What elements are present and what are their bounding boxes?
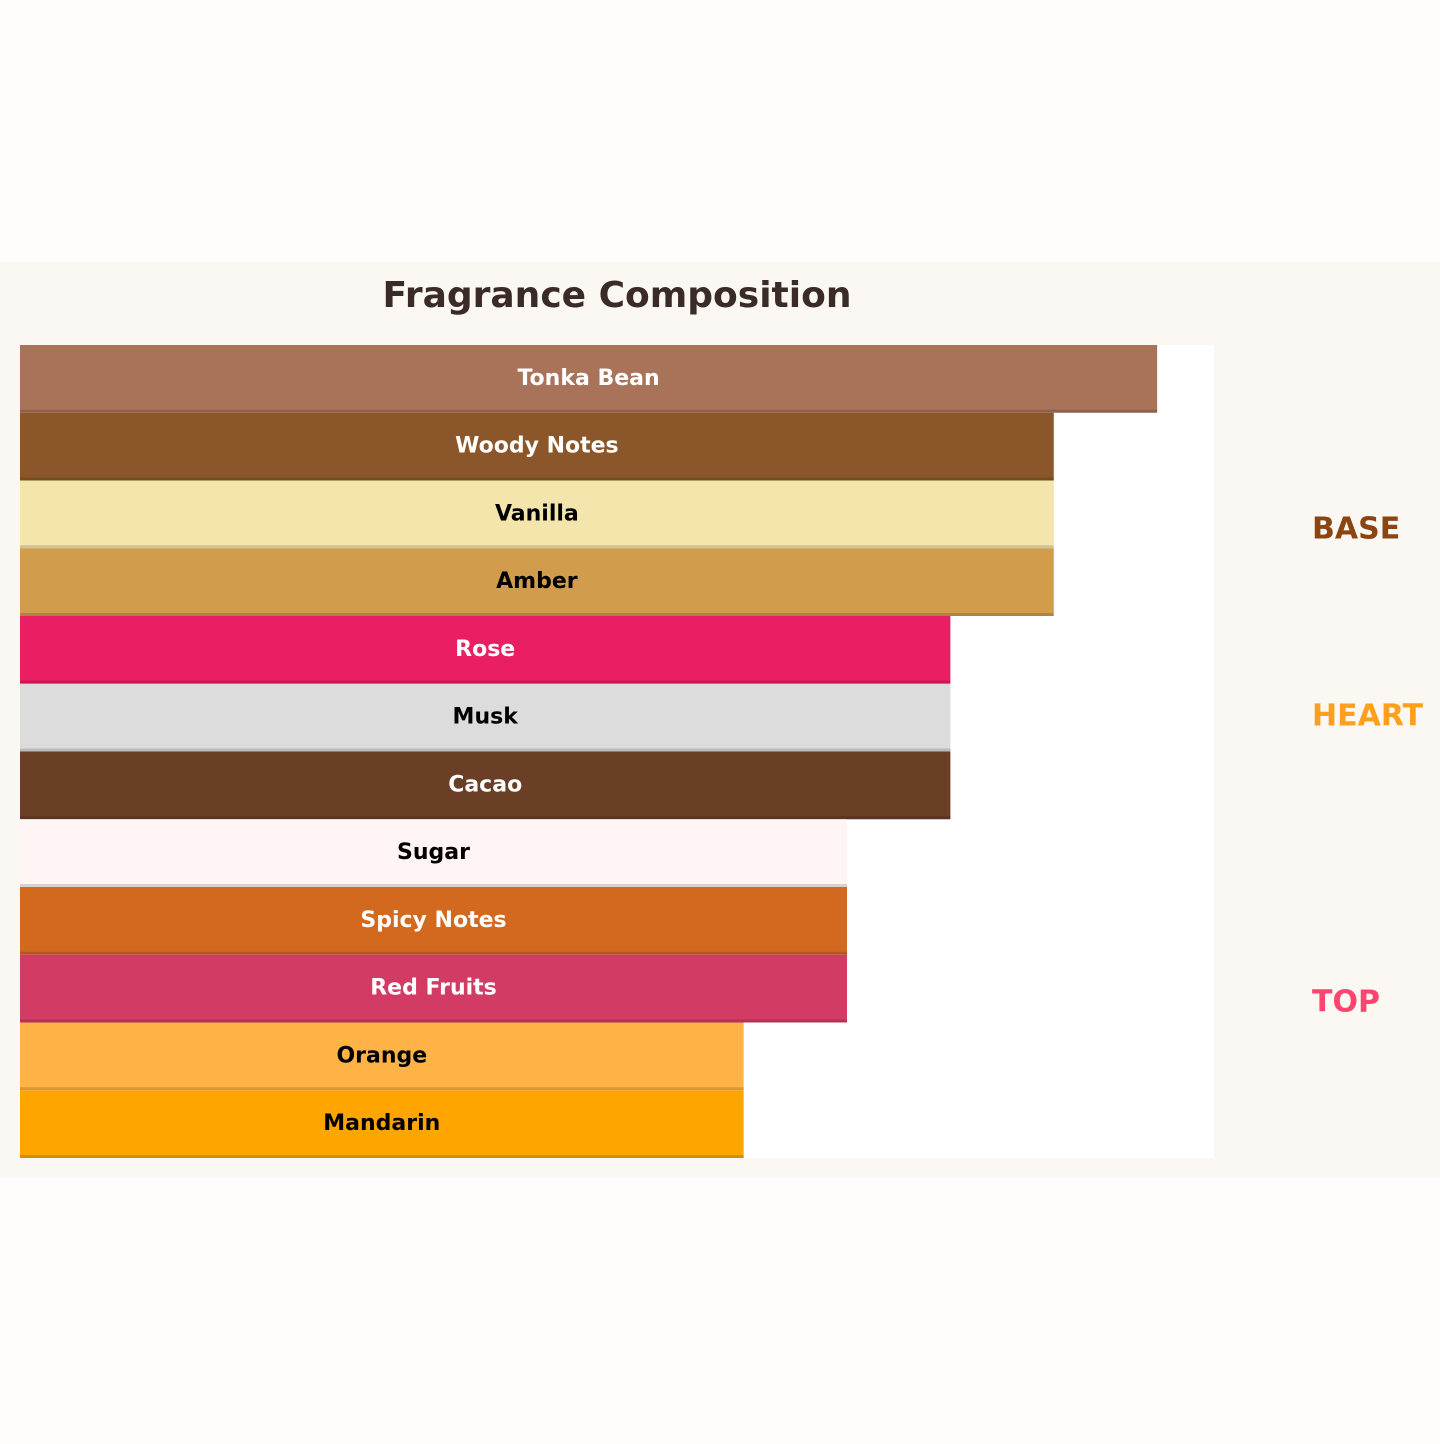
bar	[20, 887, 848, 955]
bar	[20, 683, 951, 752]
chart-title: Fragrance Composition	[383, 275, 852, 316]
bar-label: Woody Notes	[455, 434, 619, 459]
bar-label: Vanilla	[495, 501, 579, 526]
bar	[20, 616, 951, 684]
bar	[20, 412, 1054, 481]
layer-label: HEART	[1312, 699, 1424, 734]
bar-label: Musk	[453, 705, 520, 730]
bar-label: Orange	[336, 1043, 427, 1068]
bar-label: Cacao	[448, 772, 522, 797]
bar	[20, 1090, 744, 1158]
bar	[20, 819, 848, 887]
layer-label: TOP	[1312, 985, 1380, 1020]
bar-label: Red Fruits	[370, 976, 497, 1001]
bar	[20, 954, 848, 1023]
bar	[20, 751, 951, 820]
bar	[20, 345, 1158, 413]
bar	[20, 548, 1054, 616]
bar-label: Tonka Bean	[517, 366, 659, 391]
layer-label: BASE	[1312, 512, 1400, 547]
bar-label: Sugar	[397, 840, 470, 865]
bar	[20, 480, 1054, 549]
bar-label: Spicy Notes	[360, 908, 506, 933]
bar	[20, 1022, 744, 1091]
bar-label: Mandarin	[323, 1111, 440, 1136]
bar-label: Amber	[496, 569, 578, 594]
bar-label: Rose	[455, 637, 515, 662]
